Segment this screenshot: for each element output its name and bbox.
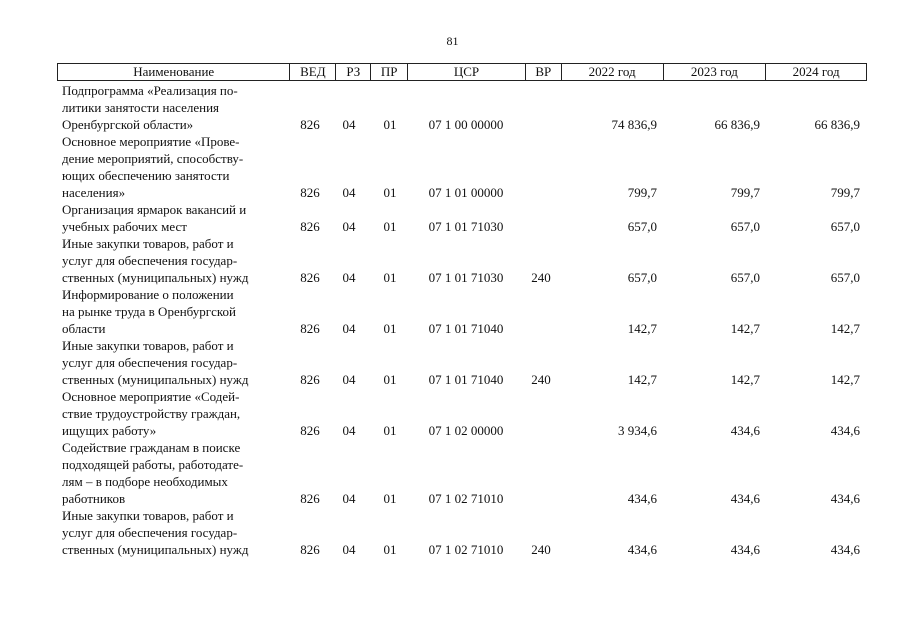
row-2022: 74 836,9: [611, 117, 658, 132]
row-2024: 66 836,9: [814, 117, 861, 132]
row-2022: 657,0: [627, 270, 657, 285]
row-csr: 07 1 02 71010: [428, 542, 504, 557]
row-2023: 799,7: [730, 185, 760, 200]
row-rz: 04: [342, 423, 356, 438]
row-rz: 04: [342, 185, 356, 200]
header-rz: РЗ: [336, 64, 372, 80]
row-ved: 826: [300, 423, 320, 438]
row-ved: 826: [300, 491, 320, 506]
row-2023: 142,7: [730, 372, 760, 387]
row-2022: 657,0: [627, 219, 657, 234]
row-2023: 434,6: [730, 491, 760, 506]
row-name: Основное мероприятие «Прове- дение мероп…: [62, 134, 244, 200]
table-row: Иные закупки товаров, работ и услуг для …: [0, 507, 905, 558]
row-ved: 826: [300, 117, 320, 132]
row-2022: 434,6: [627, 491, 657, 506]
table-row: Организация ярмарок вакансий и учебных р…: [0, 201, 905, 235]
row-csr: 07 1 01 71030: [428, 270, 504, 285]
row-pr: 01: [383, 117, 397, 132]
table-row: Информирование о положении на рынке труд…: [0, 286, 905, 337]
row-2022: 142,7: [627, 372, 657, 387]
row-pr: 01: [383, 372, 397, 387]
row-name: Основное мероприятие «Содей- ствие трудо…: [62, 389, 241, 438]
row-2024: 434,6: [830, 491, 860, 506]
row-pr: 01: [383, 270, 397, 285]
table-row: Подпрограмма «Реализация по- литики заня…: [0, 82, 905, 133]
table-row: Иные закупки товаров, работ и услуг для …: [0, 337, 905, 388]
row-pr: 01: [383, 423, 397, 438]
row-2024: 434,6: [830, 542, 860, 557]
table-body: Подпрограмма «Реализация по- литики заня…: [0, 82, 905, 558]
row-2022: 142,7: [627, 321, 657, 336]
row-2024: 142,7: [830, 321, 860, 336]
header-name: Наименование: [58, 64, 291, 80]
row-2023: 434,6: [730, 542, 760, 557]
table-row: Основное мероприятие «Прове- дение мероп…: [0, 133, 905, 201]
row-pr: 01: [383, 542, 397, 557]
page-number: 81: [446, 34, 459, 48]
row-csr: 07 1 02 00000: [428, 423, 504, 438]
row-ved: 826: [300, 270, 320, 285]
row-2024: 434,6: [830, 423, 860, 438]
row-rz: 04: [342, 117, 356, 132]
row-2022: 434,6: [627, 542, 657, 557]
row-name: Иные закупки товаров, работ и услуг для …: [62, 508, 249, 557]
row-name: Информирование о положении на рынке труд…: [62, 287, 237, 336]
row-2023: 66 836,9: [714, 117, 761, 132]
table-header: Наименование ВЕД РЗ ПР ЦСР ВР 2022 год 2…: [57, 63, 867, 81]
row-rz: 04: [342, 270, 356, 285]
row-2023: 657,0: [730, 270, 760, 285]
row-2024: 799,7: [830, 185, 860, 200]
table-row: Содействие гражданам в поиске подходящей…: [0, 439, 905, 507]
row-ved: 826: [300, 219, 320, 234]
row-name: Подпрограмма «Реализация по- литики заня…: [62, 83, 238, 132]
header-ved: ВЕД: [290, 64, 337, 80]
row-csr: 07 1 01 71040: [428, 372, 504, 387]
row-pr: 01: [383, 185, 397, 200]
row-2024: 657,0: [830, 270, 860, 285]
header-csr: ЦСР: [408, 64, 526, 80]
row-csr: 07 1 02 71010: [428, 491, 504, 506]
row-csr: 07 1 01 71040: [428, 321, 504, 336]
header-2024: 2024 год: [792, 64, 840, 79]
row-vr: 240: [531, 542, 551, 557]
row-rz: 04: [342, 491, 356, 506]
row-ved: 826: [300, 321, 320, 336]
row-ved: 826: [300, 185, 320, 200]
row-name: Содействие гражданам в поиске подходящей…: [62, 440, 244, 506]
row-2022: 799,7: [627, 185, 657, 200]
table-row: Иные закупки товаров, работ и услуг для …: [0, 235, 905, 286]
row-pr: 01: [383, 321, 397, 336]
header-vr: ВР: [526, 64, 562, 80]
row-2024: 657,0: [830, 219, 860, 234]
row-pr: 01: [383, 491, 397, 506]
row-csr: 07 1 00 00000: [428, 117, 504, 132]
table-row: Основное мероприятие «Содей- ствие трудо…: [0, 388, 905, 439]
row-csr: 07 1 01 00000: [428, 185, 504, 200]
row-name: Иные закупки товаров, работ и услуг для …: [62, 338, 249, 387]
row-rz: 04: [342, 542, 356, 557]
row-vr: 240: [531, 270, 551, 285]
row-vr: 240: [531, 372, 551, 387]
header-pr: ПР: [371, 64, 409, 80]
row-ved: 826: [300, 542, 320, 557]
header-2022: 2022 год: [562, 64, 664, 80]
row-2022: 3 934,6: [618, 423, 657, 438]
row-2023: 142,7: [730, 321, 760, 336]
row-rz: 04: [342, 372, 356, 387]
header-2023: 2023 год: [664, 64, 767, 80]
row-rz: 04: [342, 321, 356, 336]
row-2024: 142,7: [830, 372, 860, 387]
row-2023: 657,0: [730, 219, 760, 234]
row-rz: 04: [342, 219, 356, 234]
row-ved: 826: [300, 372, 320, 387]
row-name: Организация ярмарок вакансий и учебных р…: [62, 202, 247, 234]
row-2023: 434,6: [730, 423, 760, 438]
row-name: Иные закупки товаров, работ и услуг для …: [62, 236, 249, 285]
row-csr: 07 1 01 71030: [428, 219, 504, 234]
row-pr: 01: [383, 219, 397, 234]
